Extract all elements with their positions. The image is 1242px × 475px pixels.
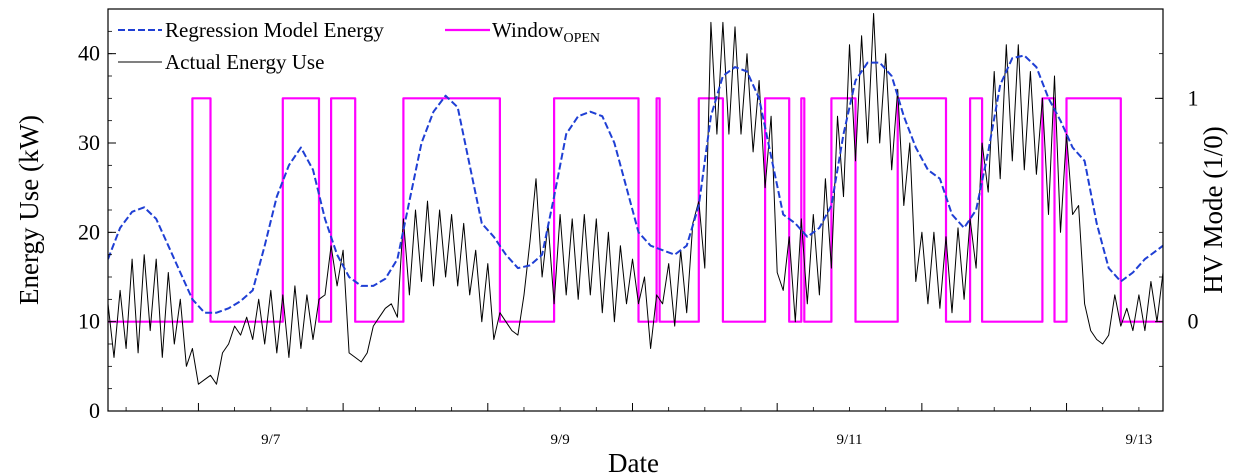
y2-tick-label: 1 — [1188, 85, 1199, 110]
series-regression-model-energy — [108, 54, 1163, 314]
legend-entry: WindowOPEN — [445, 18, 600, 46]
y2-tick-label: 0 — [1188, 309, 1199, 334]
legend: Regression Model Energy WindowOPEN Actual … — [118, 18, 600, 74]
y2-axis-title: HV Mode (1/0) — [1198, 126, 1228, 293]
legend-label: WindowOPEN — [492, 18, 600, 46]
y-tick-label: 40 — [78, 41, 100, 66]
y-tick-label: 30 — [78, 130, 100, 155]
legend-label-subscript: OPEN — [563, 31, 600, 46]
series-window — [108, 97, 1163, 323]
x-tick-label: 9/9 — [551, 432, 570, 448]
axes-layer: 0 10 20 30 40 0 1 9/7 9/9 9/11 9/13 Date Energy Use … — [14, 8, 1228, 475]
legend-label: Actual Energy Use — [165, 50, 324, 74]
y-tick-label: 10 — [78, 309, 100, 334]
x-tick-label: 9/13 — [1126, 432, 1153, 448]
legend-label: Regression Model Energy — [165, 18, 384, 42]
y-tick-label: 0 — [89, 398, 100, 423]
y-axis-title: Energy Use (kW) — [14, 115, 44, 305]
x-axis-title: Date — [608, 448, 659, 475]
y-tick-label: 20 — [78, 219, 100, 244]
series-actual-energy-use — [108, 13, 1163, 385]
legend-entry: Regression Model Energy — [118, 18, 384, 42]
series-layer — [108, 13, 1163, 385]
x-tick-label: 9/7 — [261, 432, 281, 448]
x-tick-label: 9/11 — [836, 432, 862, 448]
legend-entry: Actual Energy Use — [118, 50, 324, 74]
